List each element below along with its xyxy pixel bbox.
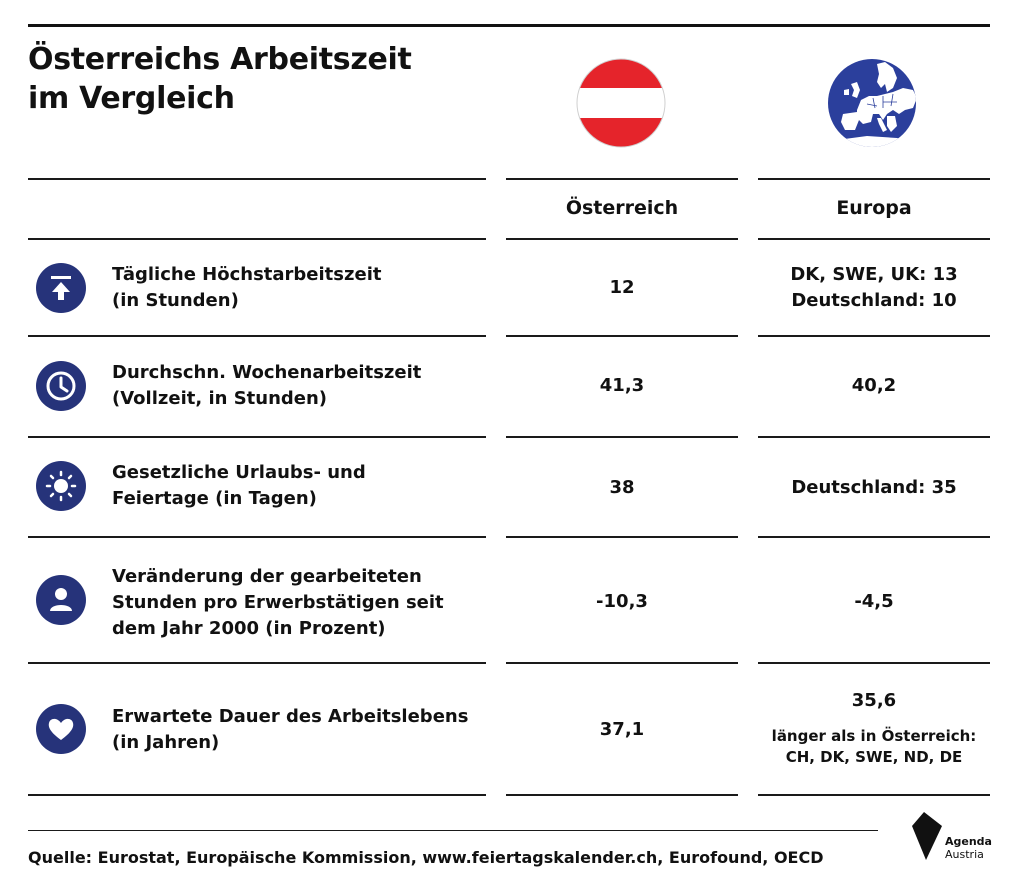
- value-austria: -10,3: [596, 591, 648, 612]
- label-line: Durchschn. Wochenarbeitszeit: [112, 362, 422, 383]
- title-line-1: Österreichs Arbeitszeit: [28, 42, 412, 77]
- chart-title: Österreichs Arbeitszeit im Vergleich: [28, 40, 468, 118]
- heart-icon: [36, 704, 86, 754]
- rule-row-divider: [28, 536, 486, 538]
- rule-row-divider: [506, 335, 738, 337]
- clock-icon: [36, 361, 86, 411]
- rule-row-divider: [758, 662, 990, 664]
- footer-rule: [28, 830, 878, 831]
- value-europe-line: Deutschland: 10: [791, 290, 957, 311]
- rule-row-divider: [28, 335, 486, 337]
- row-label: Gesetzliche Urlaubs- und Feiertage (in T…: [112, 460, 366, 512]
- column-header-austria: Österreich: [565, 197, 679, 219]
- europe-globe-icon: [828, 59, 916, 147]
- rule-row-divider: [28, 436, 486, 438]
- label-line: Tägliche Höchstarbeitszeit: [112, 264, 382, 285]
- top-rule: [28, 24, 990, 27]
- label-line: dem Jahr 2000 (in Prozent): [112, 618, 386, 639]
- label-line: Erwartete Dauer des Arbeitslebens: [112, 706, 469, 727]
- value-europe: 40,2: [851, 375, 897, 396]
- austria-flag-icon: [576, 58, 666, 148]
- column-header-europe: Europa: [836, 197, 912, 219]
- rule-row-divider: [506, 436, 738, 438]
- label-line: Stunden pro Erwerbstätigen seit: [112, 592, 444, 613]
- agenda-austria-logo: [912, 812, 942, 860]
- rule-row-divider: [506, 794, 738, 796]
- rule-row-divider: [28, 662, 486, 664]
- rule-row-divider: [506, 662, 738, 664]
- row-label: Durchschn. Wochenarbeitszeit (Vollzeit, …: [112, 360, 421, 412]
- row-label: Veränderung der gearbeiteten Stunden pro…: [112, 564, 444, 642]
- value-europe: 35,6 länger als in Österreich: CH, DK, S…: [758, 688, 990, 768]
- label-line: Feiertage (in Tagen): [112, 488, 317, 509]
- rule-row-divider: [28, 238, 486, 240]
- person-icon: [36, 575, 86, 625]
- value-europe-line: DK, SWE, UK: 13: [790, 264, 958, 285]
- value-europe: DK, SWE, UK: 13 Deutschland: 10: [758, 262, 990, 314]
- rule-header-top-europe: [758, 178, 990, 180]
- label-line: (Vollzeit, in Stunden): [112, 388, 328, 409]
- value-austria: 38: [609, 477, 635, 498]
- value-europe: Deutschland: 35: [791, 477, 957, 498]
- rule-row-divider: [28, 794, 486, 796]
- logo-text-line-2: Austria: [945, 848, 984, 861]
- rule-header-top-label: [28, 178, 486, 180]
- row-label: Erwartete Dauer des Arbeitslebens (in Ja…: [112, 704, 468, 756]
- label-line: Gesetzliche Urlaubs- und: [112, 462, 366, 483]
- value-europe-note: CH, DK, SWE, ND, DE: [785, 748, 963, 766]
- label-line: (in Jahren): [112, 732, 220, 753]
- rule-row-divider: [758, 436, 990, 438]
- rule-row-divider: [758, 238, 990, 240]
- logo-text-line-1: Agenda: [945, 835, 992, 848]
- rule-row-divider: [758, 794, 990, 796]
- rule-row-divider: [758, 335, 990, 337]
- value-europe: -4,5: [854, 591, 894, 612]
- label-line: Veränderung der gearbeiteten: [112, 566, 422, 587]
- value-europe-line: 35,6: [851, 690, 897, 711]
- value-europe-note: länger als in Österreich:: [771, 727, 977, 745]
- rule-row-divider: [506, 536, 738, 538]
- rule-row-divider: [506, 238, 738, 240]
- upload-arrow-icon: [36, 263, 86, 313]
- sun-icon: [36, 461, 86, 511]
- row-label: Tägliche Höchstarbeitszeit (in Stunden): [112, 262, 381, 314]
- label-line: (in Stunden): [112, 290, 239, 311]
- rule-row-divider: [758, 536, 990, 538]
- title-line-2: im Vergleich: [28, 81, 235, 116]
- value-austria: 37,1: [599, 719, 645, 740]
- value-austria: 41,3: [599, 375, 645, 396]
- rule-header-top-austria: [506, 178, 738, 180]
- source-note: Quelle: Eurostat, Europäische Kommission…: [28, 848, 824, 867]
- value-austria: 12: [609, 277, 635, 298]
